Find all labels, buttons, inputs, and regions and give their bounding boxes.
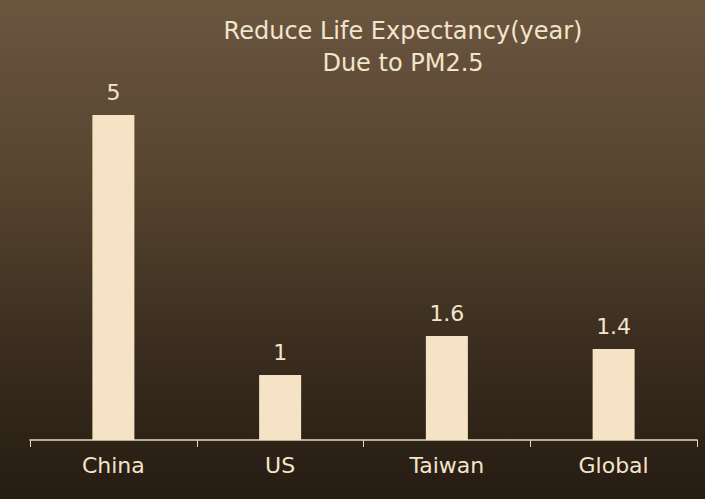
svg-text:Taiwan: Taiwan [408,453,484,478]
svg-text:US: US [265,453,295,478]
svg-text:Global: Global [579,453,649,478]
svg-text:China: China [82,453,145,478]
svg-text:1: 1 [273,340,287,365]
svg-text:1.4: 1.4 [596,314,631,339]
svg-text:Due to PM2.5: Due to PM2.5 [322,49,483,77]
svg-text:1.6: 1.6 [429,301,464,326]
svg-text:5: 5 [106,80,120,105]
svg-text:Reduce Life Expectancy(year): Reduce Life Expectancy(year) [224,17,583,45]
